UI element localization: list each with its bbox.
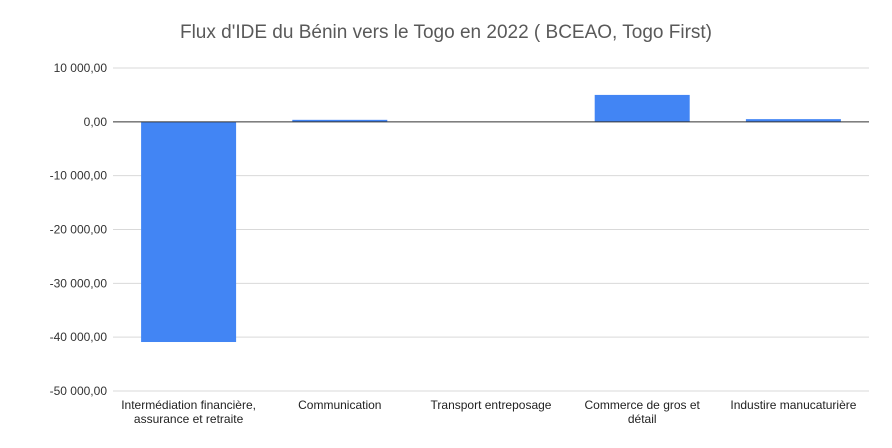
bar[interactable]: [292, 119, 388, 122]
y-tick-label: -10 000,00: [50, 169, 108, 183]
y-tick-label: 10 000,00: [54, 61, 108, 75]
bar[interactable]: [745, 119, 841, 122]
x-category-label: Intermédiation financière,: [121, 398, 256, 412]
bar[interactable]: [141, 121, 237, 343]
y-tick-label: 0,00: [84, 115, 108, 129]
y-tick-label: -20 000,00: [50, 223, 108, 237]
x-category-label: Communication: [298, 398, 381, 412]
x-category-label: Transport entreposage: [431, 398, 552, 412]
x-category-label: Industire manucaturière: [730, 398, 856, 412]
bar[interactable]: [594, 94, 690, 122]
y-tick-label: -30 000,00: [50, 276, 108, 290]
x-category-label: assurance et retraite: [134, 412, 244, 426]
y-tick-label: -40 000,00: [50, 330, 108, 344]
chart-title: Flux d'IDE du Bénin vers le Togo en 2022…: [179, 22, 713, 43]
y-tick-label: -50 000,00: [50, 384, 108, 398]
x-category-label: détail: [628, 412, 657, 426]
x-category-label: Commerce de gros et: [585, 398, 701, 412]
